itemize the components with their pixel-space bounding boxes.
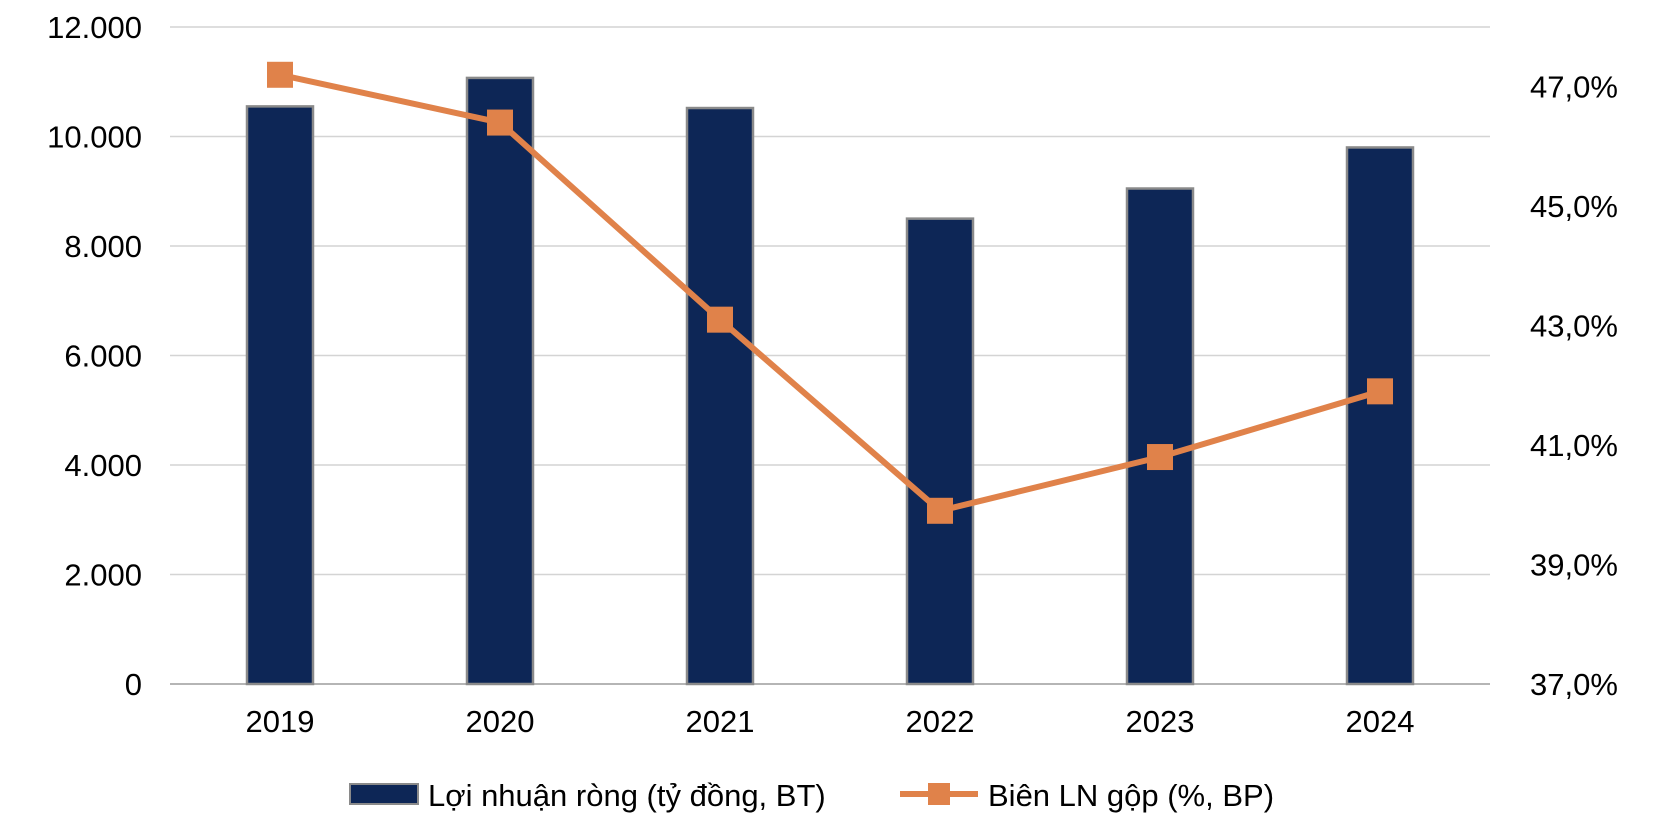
line-marker xyxy=(267,61,293,88)
right-axis-ticks: 37,0% 39,0% 41,0% 43,0% 45,0% 47,0% xyxy=(1530,70,1618,702)
y-left-tick-label: 0 xyxy=(125,667,142,702)
legend-label-bar: Lợi nhuận ròng (tỷ đồng, BT) xyxy=(428,778,826,813)
y-left-tick-label: 12.000 xyxy=(47,10,142,45)
line-marker xyxy=(927,497,953,524)
bar-series xyxy=(245,76,1415,686)
bar xyxy=(465,76,535,686)
line-marker xyxy=(1147,444,1173,471)
y-left-tick-label: 10.000 xyxy=(47,120,142,155)
left-axis-ticks: 0 2.000 4.000 6.000 8.000 10.000 12.000 xyxy=(47,10,142,702)
legend-marker-swatch xyxy=(928,783,950,805)
x-tick-label: 2023 xyxy=(1126,704,1195,739)
legend-item-bar: Lợi nhuận ròng (tỷ đồng, BT) xyxy=(349,778,826,813)
line-marker xyxy=(487,109,513,136)
y-right-tick-label: 43,0% xyxy=(1530,309,1618,344)
legend-label-line: Biên LN gộp (%, BP) xyxy=(988,778,1274,813)
y-right-tick-label: 39,0% xyxy=(1530,548,1618,583)
bar xyxy=(905,217,975,686)
y-right-tick-label: 47,0% xyxy=(1530,70,1618,105)
legend-item-line: Biên LN gộp (%, BP) xyxy=(900,778,1274,813)
y-left-tick-label: 8.000 xyxy=(64,229,142,264)
x-tick-label: 2020 xyxy=(466,704,535,739)
y-left-tick-label: 2.000 xyxy=(64,558,142,593)
x-tick-label: 2021 xyxy=(686,704,755,739)
y-right-tick-label: 41,0% xyxy=(1530,428,1618,463)
bar xyxy=(1125,187,1195,686)
y-left-tick-label: 4.000 xyxy=(64,448,142,483)
x-tick-label: 2024 xyxy=(1346,704,1415,739)
bar xyxy=(1345,146,1415,686)
line-path xyxy=(279,71,1381,514)
y-right-tick-label: 37,0% xyxy=(1530,667,1618,702)
y-left-tick-label: 6.000 xyxy=(64,339,142,374)
line-series xyxy=(267,61,1393,524)
x-axis-ticks: 2019 2020 2021 2022 2023 2024 xyxy=(246,704,1415,739)
x-tick-label: 2022 xyxy=(906,704,975,739)
legend: Lợi nhuận ròng (tỷ đồng, BT) Biên LN gộp… xyxy=(349,778,1274,813)
line-marker xyxy=(1367,378,1393,405)
gridlines xyxy=(170,26,1490,685)
x-tick-label: 2019 xyxy=(246,704,315,739)
legend-bar-swatch xyxy=(349,783,419,805)
bar xyxy=(245,105,315,686)
line-marker xyxy=(707,306,733,333)
bar xyxy=(685,106,755,686)
y-right-tick-label: 45,0% xyxy=(1530,189,1618,224)
